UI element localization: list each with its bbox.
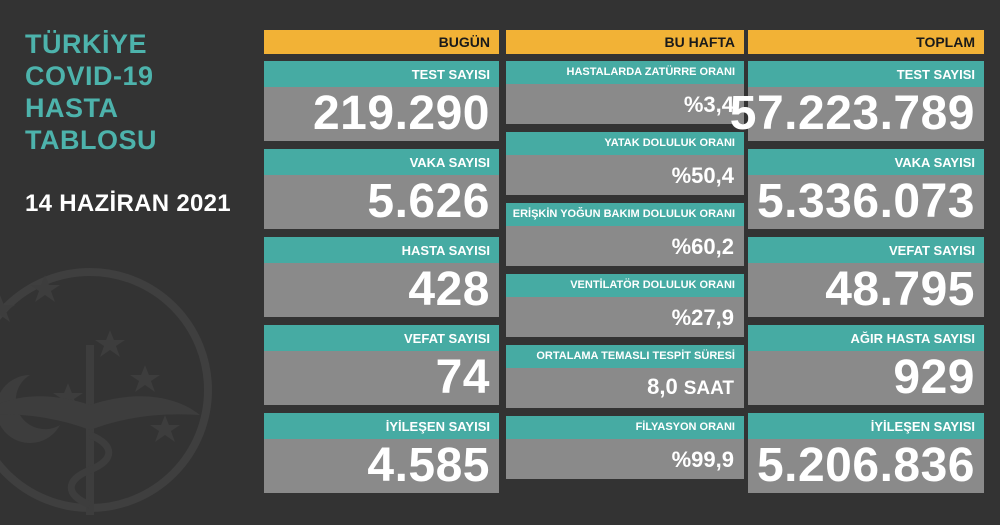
card-value: 57.223.789 — [729, 87, 975, 140]
card-label: TEST SAYISI — [748, 61, 984, 87]
title-line-2: COVID-19 — [25, 61, 154, 91]
card-label: VEFAT SAYISI — [748, 237, 984, 263]
ventilator-occupancy-card: VENTİLATÖR DOLULUK ORANI %27,9 — [506, 274, 744, 337]
total-column: TOPLAM TEST SAYISI 57.223.789 VAKA SAYIS… — [730, 30, 984, 501]
ministry-emblem-icon — [0, 268, 212, 515]
total-test-card: TEST SAYISI 57.223.789 — [730, 61, 984, 141]
total-case-card: VAKA SAYISI 5.336.073 — [748, 149, 984, 229]
card-label: AĞIR HASTA SAYISI — [748, 325, 984, 351]
total-severe-card: AĞIR HASTA SAYISI 929 — [748, 325, 984, 405]
page-title: TÜRKİYE COVID-19 HASTA TABLOSU — [25, 28, 157, 156]
card-label: İYİLEŞEN SAYISI — [264, 413, 499, 439]
today-header: BUGÜN — [264, 30, 499, 54]
title-line-1: TÜRKİYE — [25, 29, 148, 59]
card-value: 219.290 — [312, 87, 490, 140]
card-label: ORTALAMA TEMASLI TESPİT SÜRESİ — [506, 345, 744, 368]
card-label: YATAK DOLULUK ORANI — [506, 132, 744, 155]
card-value: 74 — [435, 351, 490, 404]
card-value: 8,0 SAAT — [647, 372, 734, 404]
card-label: HASTA SAYISI — [264, 237, 499, 263]
card-label: HASTALARDA ZATÜRRE ORANI — [506, 61, 744, 84]
card-value: %3,4 — [683, 92, 734, 117]
card-label: TEST SAYISI — [264, 61, 499, 87]
total-recovered-card: İYİLEŞEN SAYISI 5.206.836 — [748, 413, 984, 493]
card-label: VEFAT SAYISI — [264, 325, 499, 351]
today-death-card: VEFAT SAYISI 74 — [264, 325, 499, 405]
card-label: VAKA SAYISI — [264, 149, 499, 175]
today-test-card: TEST SAYISI 219.290 — [264, 61, 499, 141]
contact-detection-time-card: ORTALAMA TEMASLI TESPİT SÜRESİ 8,0 SAAT — [506, 345, 744, 408]
bed-occupancy-card: YATAK DOLULUK ORANI %50,4 — [506, 132, 744, 195]
filiation-rate-card: FİLYASYON ORANI %99,9 — [506, 416, 744, 479]
card-value: %99,9 — [671, 447, 734, 472]
card-value: %27,9 — [671, 305, 734, 330]
card-label: FİLYASYON ORANI — [506, 416, 744, 439]
card-value: 929 — [893, 351, 975, 404]
card-label: VAKA SAYISI — [748, 149, 984, 175]
value-number: 8,0 — [647, 374, 678, 399]
title-line-4: TABLOSU — [25, 125, 157, 155]
this-week-header: BU HAFTA — [506, 30, 744, 54]
card-value: %60,2 — [671, 234, 734, 259]
title-line-3: HASTA — [25, 93, 119, 123]
card-value: 4.585 — [367, 439, 490, 492]
card-label: VENTİLATÖR DOLULUK ORANI — [506, 274, 744, 297]
card-value: 5.336.073 — [756, 175, 975, 228]
total-header: TOPLAM — [748, 30, 984, 54]
card-label: ERİŞKİN YOĞUN BAKIM DOLULUK ORANI — [506, 203, 744, 226]
report-date: 14 HAZİRAN 2021 — [25, 190, 231, 217]
card-value: 428 — [408, 263, 490, 316]
today-case-card: VAKA SAYISI 5.626 — [264, 149, 499, 229]
pneumonia-rate-card: HASTALARDA ZATÜRRE ORANI %3,4 — [506, 61, 744, 124]
today-recovered-card: İYİLEŞEN SAYISI 4.585 — [264, 413, 499, 493]
card-value: %50,4 — [671, 163, 734, 188]
card-value: 5.626 — [367, 175, 490, 228]
icu-occupancy-card: ERİŞKİN YOĞUN BAKIM DOLULUK ORANI %60,2 — [506, 203, 744, 266]
today-column: BUGÜN TEST SAYISI 219.290 VAKA SAYISI 5.… — [264, 30, 499, 501]
value-unit: SAAT — [683, 378, 734, 399]
this-week-column: BU HAFTA HASTALARDA ZATÜRRE ORANI %3,4 Y… — [506, 30, 744, 487]
total-death-card: VEFAT SAYISI 48.795 — [748, 237, 984, 317]
today-patient-card: HASTA SAYISI 428 — [264, 237, 499, 317]
card-value: 5.206.836 — [756, 439, 975, 492]
card-label: İYİLEŞEN SAYISI — [748, 413, 984, 439]
card-value: 48.795 — [825, 263, 975, 316]
